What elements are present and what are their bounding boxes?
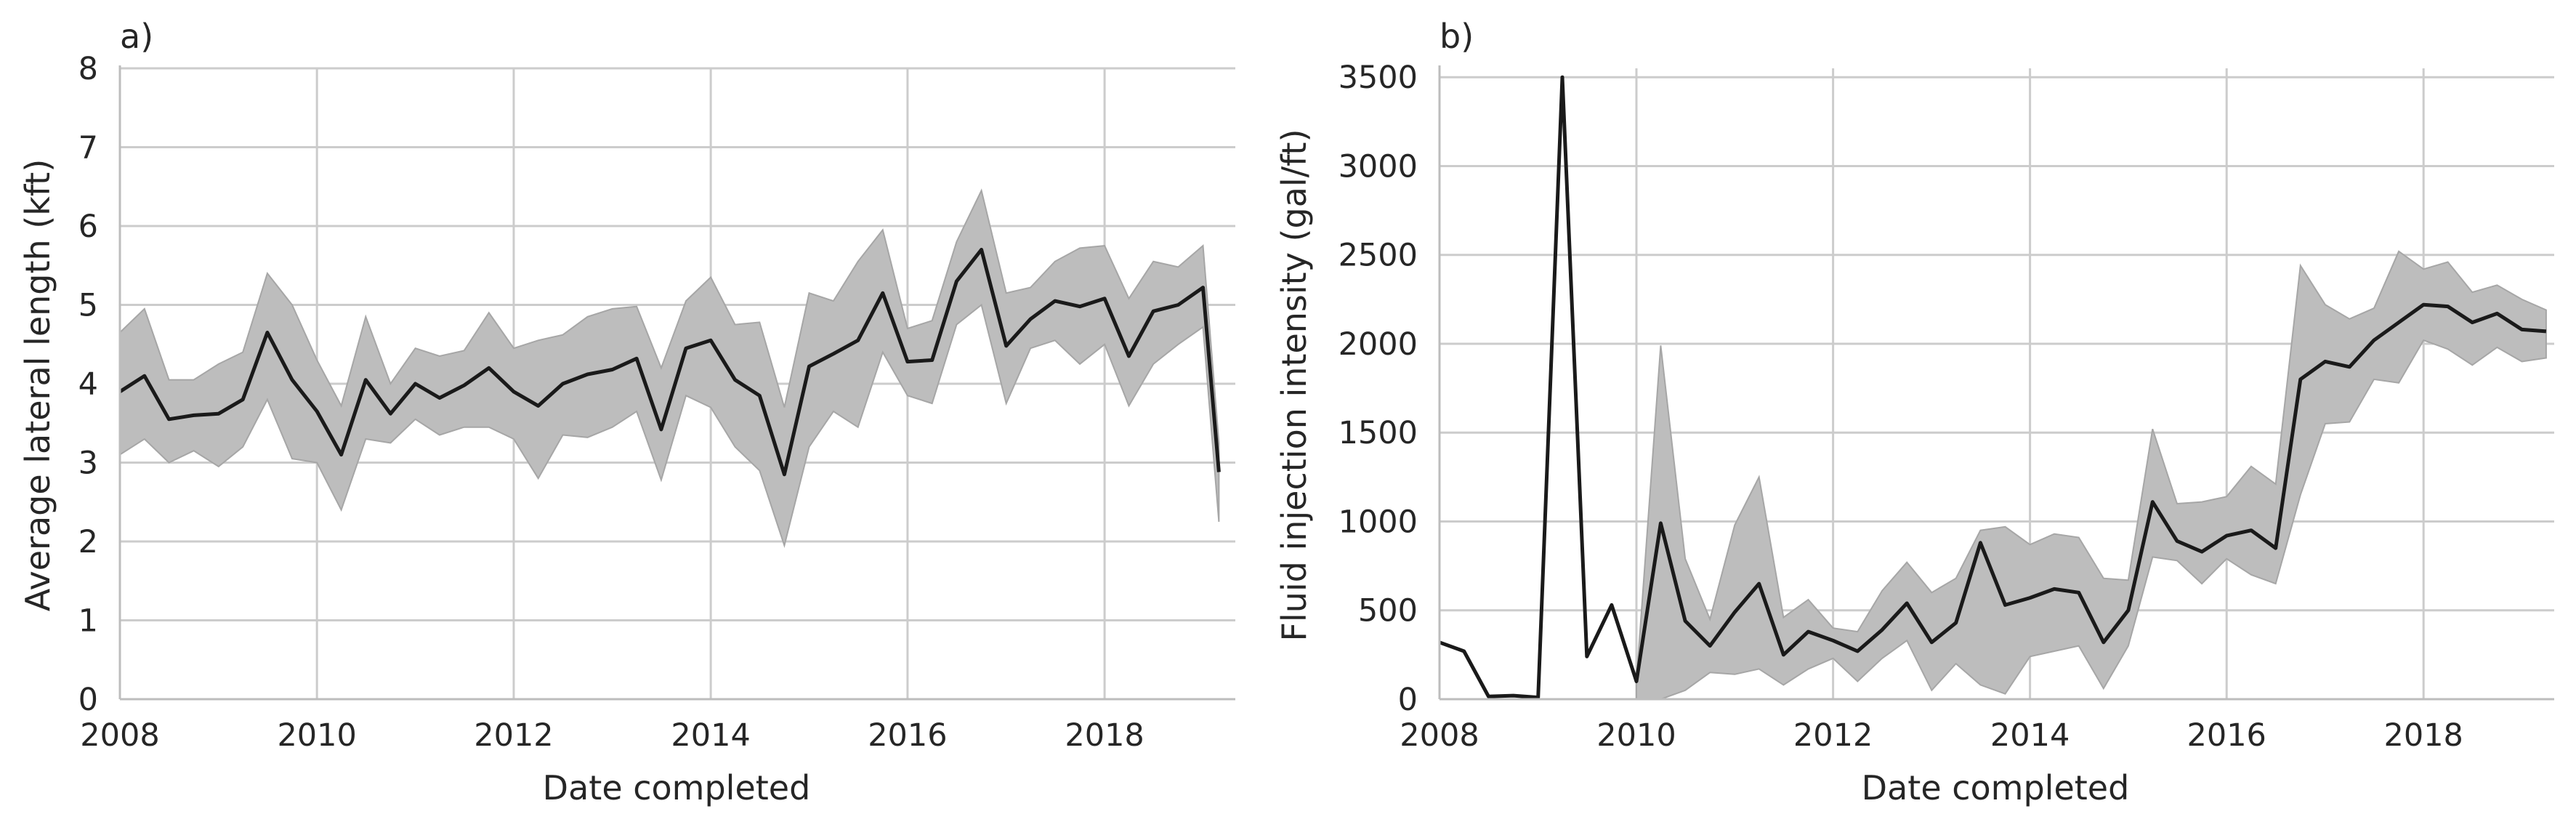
panel-a-x-tick-label: 2008 [80,717,159,754]
panel-b-y-tick-label: 2500 [1339,238,1418,274]
panel-a-confidence-band [119,188,1220,548]
panel-a-ci-band [119,188,1220,548]
panel-a-mean-line-path [118,248,1221,477]
panel-a-y-axis-label: Average lateral length (kft) [18,159,57,612]
panel-b-y-tick-label: 2000 [1339,326,1418,363]
panel-a-x-tick-label: 2016 [868,717,947,754]
panel-b-y-tick-label: 3000 [1339,148,1418,185]
panel-a-y-tick-label: 1 [78,603,98,640]
panel-a-y-tick-label: 0 [78,682,98,718]
panel-b-y-tick-label: 1500 [1339,415,1418,451]
panel-a-lateral-length: 2008 2010 2012 2014 2016 2018 0 1 2 3 4 5 6 7 8 a) Da… [18,17,1235,807]
panel-a-y-tick-label: 4 [78,366,98,403]
panel-a-x-ticks: 2008 2010 2012 2014 2016 2018 [80,717,1144,754]
panel-a-y-tick-label: 3 [78,446,98,482]
panel-b-x-tick-label: 2018 [2383,717,2463,754]
panel-a-mean-line [118,248,1221,477]
panel-b-y-tick-label: 500 [1358,593,1418,629]
panel-a-x-tick-label: 2018 [1065,717,1144,754]
panel-b-x-tick-label: 2016 [2187,717,2266,754]
panel-b-y-axis-label: Fluid injection intensity (gal/ft) [1275,129,1314,641]
panel-a-y-ticks: 0 1 2 3 4 5 6 7 8 [78,51,98,718]
panel-b-x-tick-label: 2014 [1990,717,2070,754]
panel-b-y-tick-label: 1000 [1339,504,1418,540]
panel-b-mean-line [1439,75,2547,700]
panel-a-x-tick-label: 2014 [671,717,750,754]
panel-b-x-axis-label: Date completed [1862,768,2130,807]
panel-b-fluid-injection: 2008 2010 2012 2014 2016 2018 0 500 1000 1500 200… [1275,17,2554,807]
panel-b-mean-line-path [1439,75,2547,700]
panel-b-confidence-band [1636,250,2547,700]
panel-a-y-tick-label: 2 [78,524,98,560]
panel-a-y-tick-label: 7 [78,130,98,166]
panel-b-axes [1438,65,2554,701]
panel-b-x-tick-label: 2008 [1400,717,1479,754]
panel-b-x-ticks: 2008 2010 2012 2014 2016 2018 [1400,717,2463,754]
panel-a-x-tick-label: 2012 [474,717,553,754]
panel-a-x-axis-label: Date completed [543,768,811,807]
panel-b-x-tick-label: 2010 [1596,717,1676,754]
panel-a-label: a) [120,17,153,56]
panel-a-y-tick-label: 5 [78,288,98,324]
panel-a-x-tick-label: 2010 [277,717,356,754]
panel-b-x-tick-label: 2012 [1793,717,1873,754]
panel-a-y-tick-label: 8 [78,51,98,87]
panel-b-y-ticks: 0 500 1000 1500 2000 2500 3000 3500 [1339,60,1418,718]
panel-a-axes [118,65,1235,701]
panel-b-y-tick-label: 3500 [1339,60,1418,96]
panel-a-y-tick-label: 6 [78,209,98,245]
panel-b-y-tick-label: 0 [1398,682,1418,718]
panel-b-label: b) [1440,17,1474,56]
panel-b-ci-band [1636,250,2547,700]
